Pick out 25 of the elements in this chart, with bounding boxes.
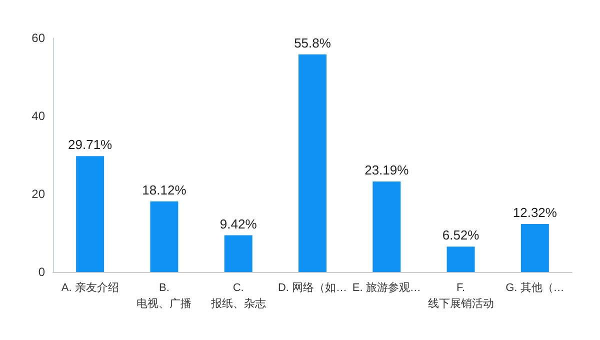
- data-label: 23.19%: [364, 162, 410, 178]
- x-tick-label: E. 旅游参观…: [352, 281, 421, 294]
- x-tick-label: D. 网络（如…: [278, 282, 348, 294]
- x-tick-label: G. 其他（…: [506, 281, 564, 294]
- data-label: 6.52%: [442, 228, 480, 243]
- bar: [298, 54, 326, 272]
- y-tick-label: 40: [32, 109, 46, 123]
- bar: [446, 246, 475, 272]
- bar: [372, 182, 401, 272]
- data-label: 12.32%: [512, 204, 558, 220]
- x-tick-label: B. 电视、广播: [136, 282, 192, 310]
- bar: [76, 156, 104, 272]
- y-tick-label: 60: [32, 31, 46, 45]
- data-label: 9.42%: [220, 216, 258, 232]
- y-tick-label: 0: [38, 265, 46, 279]
- x-tick-label: F. 线下展销活动: [428, 282, 494, 310]
- bar: [224, 235, 252, 272]
- data-label: 18.12%: [142, 182, 187, 198]
- x-tick-label: A. 亲友介绍: [61, 281, 119, 294]
- y-tick-label: 20: [32, 187, 46, 201]
- x-tick-label: C. 报纸、杂志: [210, 282, 266, 310]
- data-label: 29.71%: [68, 137, 113, 152]
- bar: [150, 201, 178, 272]
- bar: [520, 224, 549, 272]
- data-label: 55.8%: [294, 35, 332, 50]
